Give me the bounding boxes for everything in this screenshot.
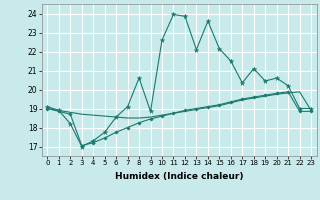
X-axis label: Humidex (Indice chaleur): Humidex (Indice chaleur)	[115, 172, 244, 181]
